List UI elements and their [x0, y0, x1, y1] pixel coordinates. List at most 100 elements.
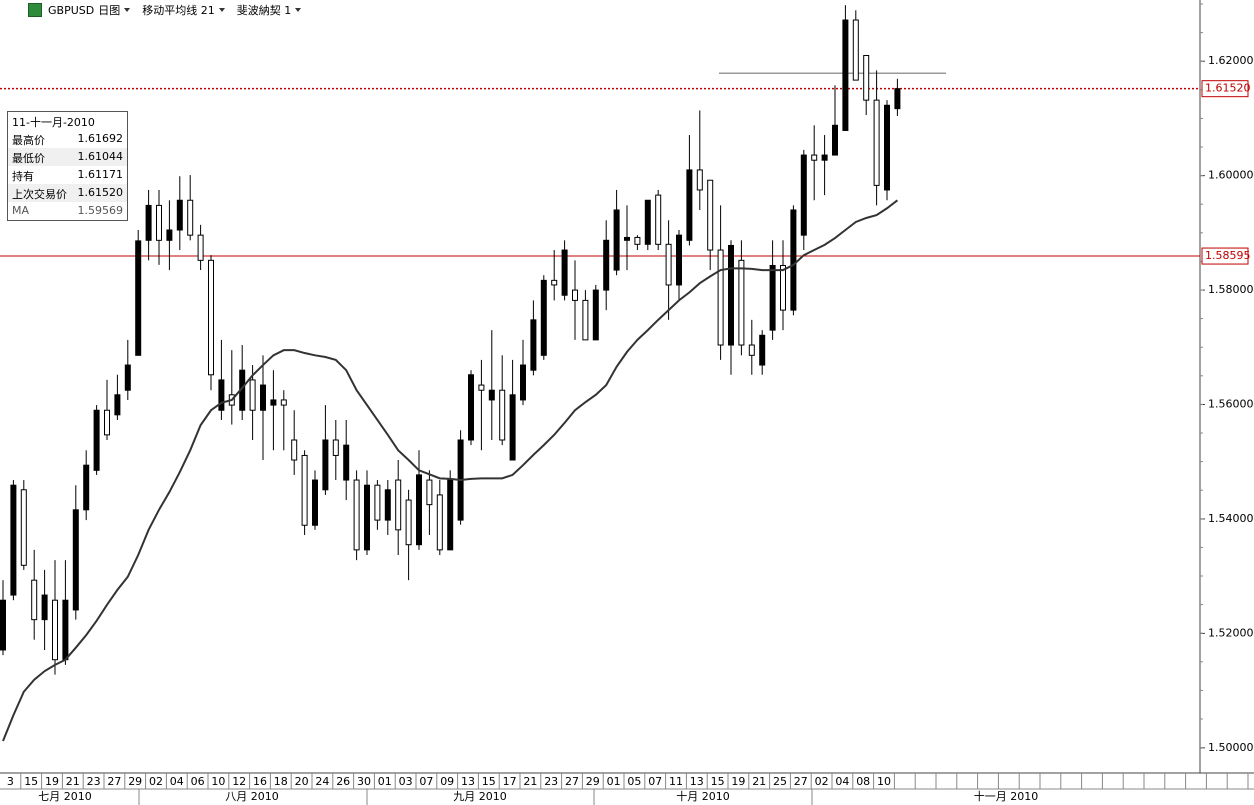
x-tick-label: 24 — [315, 775, 329, 788]
candle-body — [592, 289, 599, 341]
price-label: 1.58595 — [1205, 249, 1251, 262]
info-value: 1.61171 — [77, 168, 124, 181]
x-tick-label: 11 — [669, 775, 683, 788]
candle-body — [852, 19, 859, 81]
candle-body — [405, 499, 412, 546]
candle-body — [468, 374, 474, 441]
candle-body — [676, 234, 682, 286]
dropdown-arrow[interactable] — [295, 8, 302, 12]
price-label-box — [1201, 247, 1249, 265]
candle-body — [665, 243, 672, 286]
candle-body — [312, 479, 318, 526]
candle-body — [364, 484, 370, 551]
x-tick-label: 20 — [295, 775, 309, 788]
candle-body — [395, 479, 402, 531]
candle-body — [603, 239, 610, 291]
x-tick-label: 23 — [544, 775, 558, 788]
month-label: 八月 2010 — [225, 790, 279, 803]
candle-body — [31, 579, 38, 621]
x-tick-label: 13 — [690, 775, 704, 788]
candle-body — [624, 236, 630, 241]
indicator[interactable]: 移动平均线 21 — [142, 4, 215, 17]
candle-body — [343, 444, 350, 481]
candle-body — [582, 299, 589, 341]
candle-body — [72, 509, 79, 611]
candle-body — [52, 599, 58, 661]
candle-body — [780, 264, 786, 311]
candle-body — [696, 169, 703, 191]
x-tick-label: 25 — [773, 775, 787, 788]
month-label: 十一月 2010 — [974, 789, 1039, 803]
x-tick-label: 21 — [523, 775, 537, 788]
candle-body — [551, 279, 558, 286]
symbol[interactable]: GBPUSD — [48, 3, 95, 17]
x-tick-label: 01 — [378, 775, 392, 788]
candle-body — [104, 409, 110, 436]
x-tick-label: 17 — [503, 775, 517, 788]
candle-body — [374, 484, 381, 521]
info-row: 持有 1.61171 — [8, 166, 127, 184]
x-tick-label: 29 — [128, 775, 142, 788]
x-tick-label: 19 — [45, 775, 59, 788]
dropdown-arrow[interactable] — [218, 8, 225, 12]
month-label: 七月 2010 — [38, 790, 92, 803]
candle-body — [738, 259, 745, 346]
candle-body — [0, 599, 6, 651]
candle-body — [436, 494, 443, 551]
info-row: MA 1.59569 — [8, 202, 127, 220]
month-label: 十月 2010 — [676, 789, 730, 803]
candle-body — [291, 439, 298, 461]
x-tick-label: 05 — [627, 775, 641, 788]
candle-body — [572, 289, 578, 301]
tool[interactable]: 斐波納契 1 — [236, 4, 292, 17]
price-label: 1.61520 — [1205, 82, 1251, 95]
x-tick-label: 15 — [24, 775, 38, 788]
x-tick-label: 04 — [170, 775, 184, 788]
candle-body — [416, 474, 422, 546]
y-tick-label: 1.56000 — [1208, 398, 1254, 411]
candle-body — [93, 409, 100, 471]
candle-body — [166, 229, 173, 241]
info-label: 最高价 — [12, 134, 45, 147]
candle-body — [832, 124, 838, 156]
info-label: 持有 — [12, 170, 34, 183]
candle-body — [41, 594, 48, 621]
candle-body — [499, 389, 506, 441]
ma-line — [2, 199, 899, 742]
x-tick-label: 02 — [815, 775, 829, 788]
candle-body — [83, 464, 90, 511]
x-tick-label: 30 — [357, 775, 371, 788]
info-date: 11-十一月-2010 — [12, 116, 95, 129]
period[interactable]: 日图 — [98, 4, 121, 17]
candle-body — [894, 88, 901, 110]
info-row: 上次交易价 1.61520 — [8, 184, 127, 202]
candle-body — [686, 169, 693, 241]
candle-body — [301, 454, 308, 526]
candle-body — [540, 279, 547, 356]
candle-body — [218, 379, 225, 411]
x-tick-label: 06 — [191, 775, 205, 788]
candle-body — [426, 479, 433, 506]
x-tick-label: 02 — [149, 775, 163, 788]
candle-body — [748, 344, 755, 356]
candle-body — [114, 394, 121, 416]
info-box: 11-十一月-2010 最高价 1.61692 最低价 1.61044 持有 1.6117… — [7, 111, 128, 221]
candle-body — [520, 364, 526, 401]
x-tick-label: 01 — [607, 775, 621, 788]
x-tick-label: 27 — [794, 775, 808, 788]
candle-body — [353, 479, 360, 551]
candle-body — [62, 599, 69, 661]
info-value: 1.59569 — [77, 204, 124, 217]
x-tick-label: 3 — [7, 775, 14, 788]
candle-body — [478, 384, 485, 391]
dropdown-arrow[interactable] — [124, 8, 131, 12]
info-value: 1.61520 — [77, 186, 124, 199]
candle-body — [135, 240, 142, 356]
x-tick-label: 15 — [711, 775, 725, 788]
candle-body — [863, 55, 870, 101]
candle-body — [707, 179, 714, 251]
candle-body — [769, 264, 776, 331]
x-tick-label: 21 — [752, 775, 766, 788]
y-tick-label: 1.62000 — [1208, 54, 1254, 67]
